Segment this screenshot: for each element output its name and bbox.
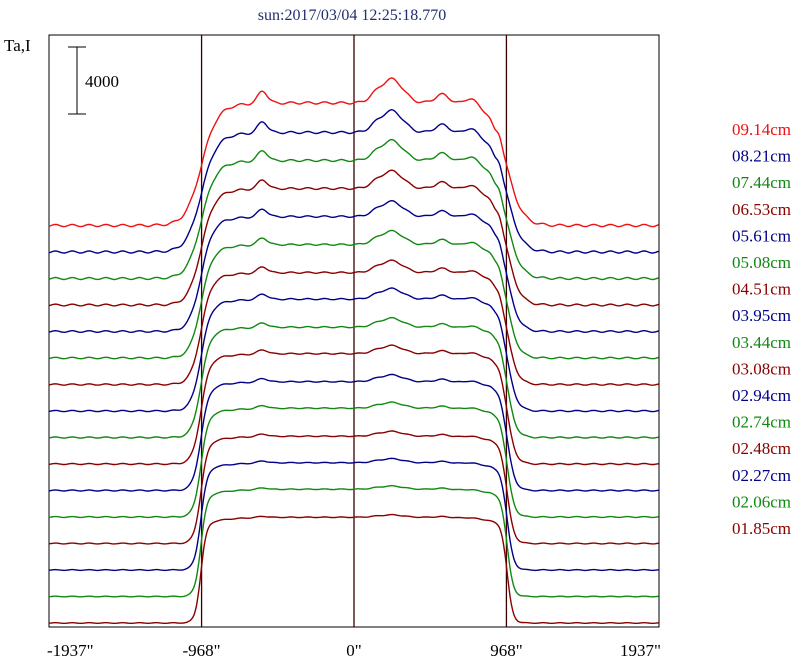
chart-title: sun:2017/03/04 12:25:18.770 [258, 7, 446, 24]
x-tick-label: 1937" [620, 641, 661, 660]
series-line-02.06cm [48, 484, 659, 598]
series-line-03.08cm [48, 344, 659, 466]
legend-entry: 05.61cm [732, 226, 791, 245]
series-line-02.27cm [48, 457, 659, 572]
legend-entry: 03.44cm [732, 333, 791, 352]
series-line-04.51cm [48, 259, 659, 386]
series-line-01.85cm [48, 513, 659, 624]
legend-entry: 08.21cm [732, 147, 791, 166]
series-line-05.08cm [48, 229, 659, 360]
series-line-05.61cm [48, 199, 659, 334]
x-tick-label: -968" [183, 641, 221, 660]
series-line-02.74cm [48, 401, 659, 519]
y-axis-label: Ta,I [4, 36, 31, 55]
legend-entry: 02.74cm [732, 413, 791, 432]
legend-entry: 02.27cm [732, 466, 791, 485]
legend-entry: 02.06cm [732, 492, 791, 511]
x-tick-label: 0" [346, 641, 361, 660]
legend-entry: 05.08cm [732, 253, 791, 272]
x-tick-label: 968" [490, 641, 522, 660]
legend-entry: 07.44cm [732, 173, 791, 192]
legend-entry: 03.95cm [732, 306, 791, 325]
legend-entry: 06.53cm [732, 200, 791, 219]
series-line-08.21cm [48, 108, 659, 254]
series-line-03.95cm [48, 287, 659, 413]
vertical-markers [200, 35, 508, 627]
x-tick-labels: -1937" -968" 0" 968" 1937" [47, 641, 661, 660]
legend: 09.14cm 08.21cm 07.44cm 06.53cm 05.61cm 05.08… [732, 120, 791, 538]
legend-entry: 01.85cm [732, 519, 791, 538]
series-line-09.14cm [48, 77, 659, 228]
legend-entry: 03.08cm [732, 359, 791, 378]
legend-entry: 02.48cm [732, 439, 791, 458]
legend-entry: 04.51cm [732, 280, 791, 299]
series-line-02.48cm [48, 430, 659, 545]
legend-entry: 09.14cm [732, 120, 791, 139]
series-line-06.53cm [48, 169, 659, 307]
scale-bar-label: 4000 [85, 72, 119, 91]
series-lines [48, 77, 659, 624]
x-tick-label: -1937" [47, 641, 94, 660]
series-line-07.44cm [48, 138, 659, 281]
intensity-scale-bar: 4000 [68, 46, 119, 115]
series-line-02.94cm [48, 373, 659, 492]
legend-entry: 02.94cm [732, 386, 791, 405]
series-line-03.44cm [48, 316, 659, 439]
